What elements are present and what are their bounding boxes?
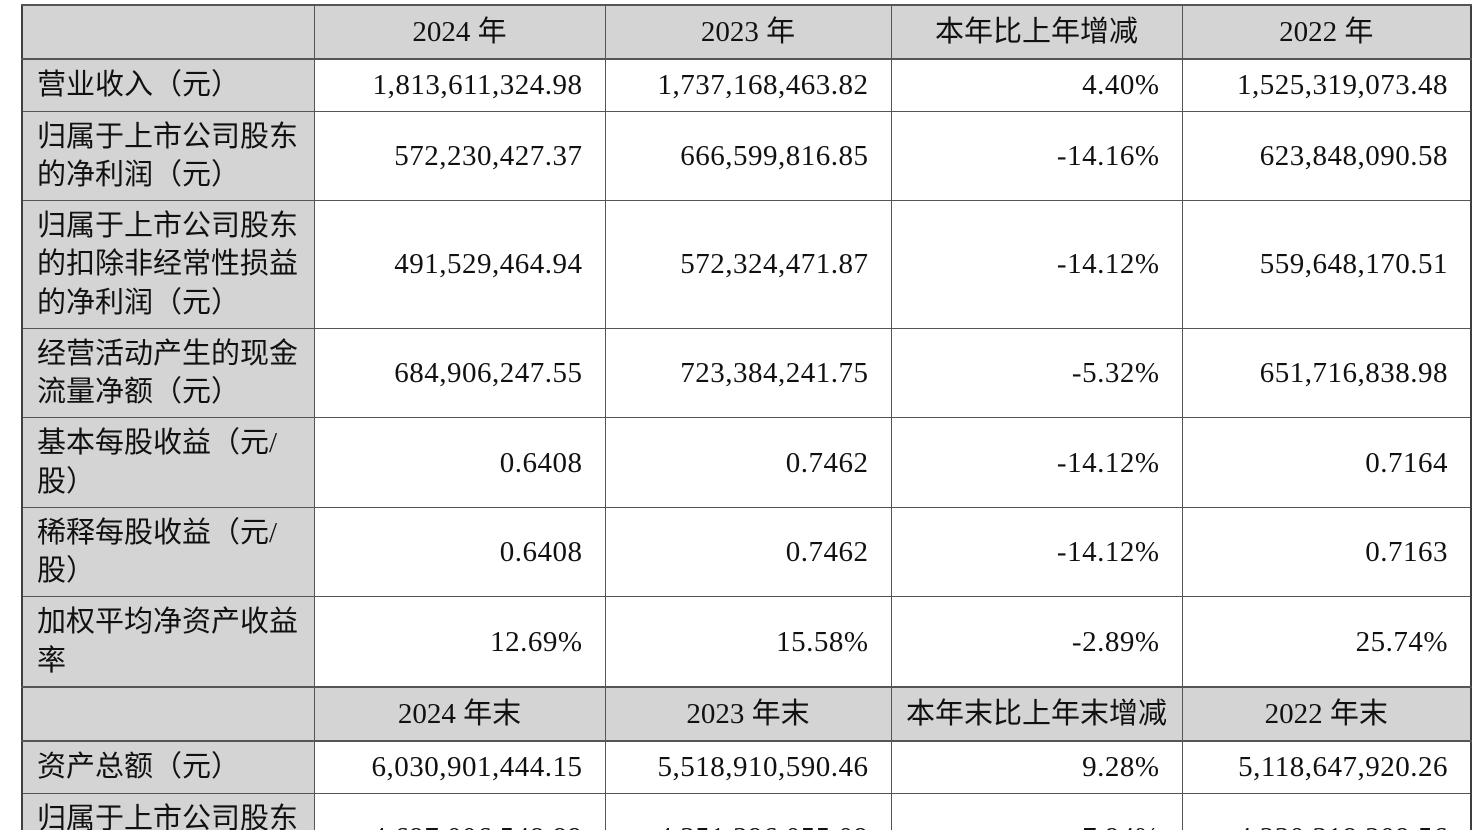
cell-value: -14.12% xyxy=(890,506,1183,598)
row-label: 归属于上市公司股东的扣除非经常性损益的净利润（元） xyxy=(21,200,315,329)
row-label: 归属于上市公司股东的净利润（元） xyxy=(21,110,315,202)
table-row-net-profit: 归属于上市公司股东的净利润（元） 572,230,427.37 666,599,… xyxy=(21,110,1472,202)
table-row-revenue: 营业收入（元） 1,813,611,324.98 1,737,168,463.8… xyxy=(21,58,1472,112)
cell-value: 4,697,006,548.89 xyxy=(313,792,606,830)
corner-cell xyxy=(21,685,315,743)
cell-value: 666,599,816.85 xyxy=(604,110,892,202)
column-header-2024-end: 2024 年末 xyxy=(313,685,606,743)
year-end-header-row: 2024 年末 2023 年末 本年末比上年末增减 2022 年末 xyxy=(21,685,1472,743)
cell-value: 723,384,241.75 xyxy=(604,327,892,419)
column-header-2023: 2023 年 xyxy=(604,3,892,61)
row-label: 营业收入（元） xyxy=(21,58,315,112)
cell-value: 4.40% xyxy=(890,58,1183,112)
cell-value: -14.12% xyxy=(890,417,1183,508)
cell-value: 0.6408 xyxy=(313,417,606,508)
cell-value: 12.69% xyxy=(313,596,606,688)
table-row-diluted-eps: 稀释每股收益（元/股） 0.6408 0.7462 -14.12% 0.7163 xyxy=(21,506,1472,598)
cell-value: -14.12% xyxy=(890,200,1183,329)
cell-value: 623,848,090.58 xyxy=(1181,110,1472,202)
cell-value: 572,230,427.37 xyxy=(313,110,606,202)
row-label: 稀释每股收益（元/股） xyxy=(21,506,315,598)
corner-cell xyxy=(21,3,315,61)
cell-value: 6,030,901,444.15 xyxy=(313,740,606,794)
cell-value: 15.58% xyxy=(604,596,892,688)
cell-value: 572,324,471.87 xyxy=(604,200,892,329)
cell-value: 0.7462 xyxy=(604,506,892,598)
table-row-total-assets: 资产总额（元） 6,030,901,444.15 5,518,910,590.4… xyxy=(21,740,1472,794)
cell-value: 1,813,611,324.98 xyxy=(313,58,606,112)
row-label: 归属于上市公司股东的净资产（元） xyxy=(21,792,315,830)
cell-value: 0.7462 xyxy=(604,417,892,508)
cell-value: -2.89% xyxy=(890,596,1183,688)
cell-value: 651,716,838.98 xyxy=(1181,327,1472,419)
table-row-net-profit-excl-nonrecurring: 归属于上市公司股东的扣除非经常性损益的净利润（元） 491,529,464.94… xyxy=(21,200,1472,329)
row-label: 基本每股收益（元/股） xyxy=(21,417,315,508)
cell-value: 9.28% xyxy=(890,740,1183,794)
cell-value: 684,906,247.55 xyxy=(313,327,606,419)
column-header-2022-end: 2022 年末 xyxy=(1181,685,1472,743)
cell-value: -14.16% xyxy=(890,110,1183,202)
table-row-operating-cash-flow: 经营活动产生的现金流量净额（元） 684,906,247.55 723,384,… xyxy=(21,327,1472,419)
cell-value: 5,118,647,920.26 xyxy=(1181,740,1472,794)
cell-value: 4,351,396,055.09 xyxy=(604,792,892,830)
cell-value: 491,529,464.94 xyxy=(313,200,606,329)
table-row-basic-eps: 基本每股收益（元/股） 0.6408 0.7462 -14.12% 0.7164 xyxy=(21,417,1472,508)
cell-value: 0.6408 xyxy=(313,506,606,598)
cell-value: 1,525,319,073.48 xyxy=(1181,58,1472,112)
cell-value: 5,518,910,590.46 xyxy=(604,740,892,794)
column-header-2023-end: 2023 年末 xyxy=(604,685,892,743)
cell-value: 4,230,318,209.56 xyxy=(1181,792,1472,830)
column-header-2024: 2024 年 xyxy=(313,3,606,61)
financial-summary-table: 2024 年 2023 年 本年比上年增减 2022 年 营业收入（元） 1,8… xyxy=(21,3,1472,830)
annual-header-row: 2024 年 2023 年 本年比上年增减 2022 年 xyxy=(21,3,1472,61)
row-label: 经营活动产生的现金流量净额（元） xyxy=(21,327,315,419)
row-label: 加权平均净资产收益率 xyxy=(21,596,315,688)
table-row-net-assets: 归属于上市公司股东的净资产（元） 4,697,006,548.89 4,351,… xyxy=(21,792,1472,830)
cell-value: 25.74% xyxy=(1181,596,1472,688)
cell-value: 0.7164 xyxy=(1181,417,1472,508)
cell-value: -5.32% xyxy=(890,327,1183,419)
column-header-yoy-end-change: 本年末比上年末增减 xyxy=(890,685,1183,743)
cell-value: 7.94% xyxy=(890,792,1183,830)
row-label: 资产总额（元） xyxy=(21,740,315,794)
cell-value: 0.7163 xyxy=(1181,506,1472,598)
cell-value: 1,737,168,463.82 xyxy=(604,58,892,112)
cell-value: 559,648,170.51 xyxy=(1181,200,1472,329)
column-header-2022: 2022 年 xyxy=(1181,3,1472,61)
table-row-weighted-avg-roe: 加权平均净资产收益率 12.69% 15.58% -2.89% 25.74% xyxy=(21,596,1472,688)
column-header-yoy-change: 本年比上年增减 xyxy=(890,3,1183,61)
